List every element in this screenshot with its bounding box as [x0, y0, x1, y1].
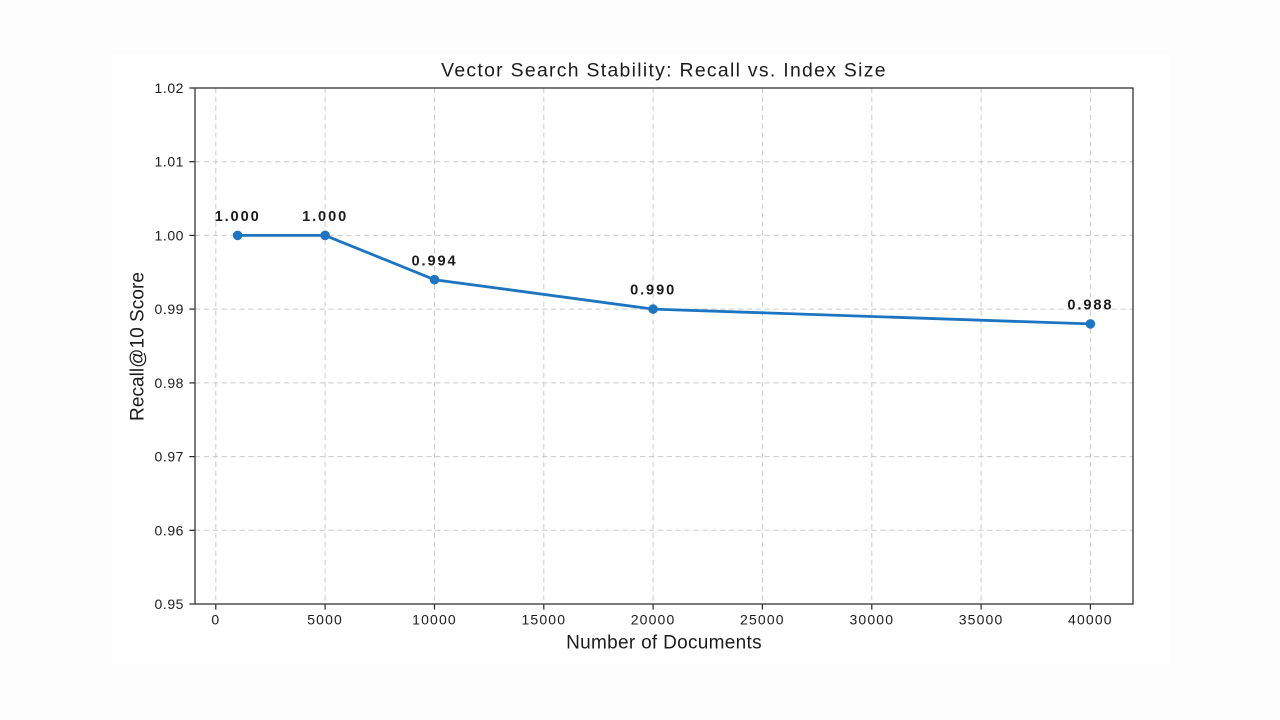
svg-text:15000: 15000 — [521, 612, 566, 628]
svg-text:40000: 40000 — [1068, 612, 1113, 628]
svg-text:0: 0 — [211, 612, 220, 628]
svg-text:0.988: 0.988 — [1067, 298, 1113, 314]
svg-text:20000: 20000 — [631, 612, 676, 628]
svg-text:30000: 30000 — [849, 612, 894, 628]
svg-text:1.02: 1.02 — [155, 80, 184, 96]
svg-text:1.00: 1.00 — [155, 227, 184, 243]
svg-text:0.99: 0.99 — [155, 301, 184, 317]
svg-text:1.000: 1.000 — [302, 209, 348, 225]
svg-text:0.96: 0.96 — [155, 522, 184, 538]
svg-text:25000: 25000 — [740, 612, 785, 628]
svg-text:0.990: 0.990 — [630, 283, 676, 299]
svg-text:0.994: 0.994 — [411, 253, 457, 269]
svg-text:Vector Search Stability: Recal: Vector Search Stability: Recall vs. Inde… — [441, 59, 887, 81]
svg-text:1.01: 1.01 — [155, 154, 184, 170]
svg-text:Recall@10 Score: Recall@10 Score — [128, 272, 149, 421]
svg-text:10000: 10000 — [412, 612, 457, 628]
svg-text:0.98: 0.98 — [155, 375, 184, 391]
svg-text:0.97: 0.97 — [155, 449, 184, 465]
svg-text:0.95: 0.95 — [155, 596, 184, 612]
svg-text:35000: 35000 — [959, 612, 1004, 628]
svg-text:Number of Documents: Number of Documents — [566, 633, 762, 654]
svg-text:5000: 5000 — [307, 612, 343, 628]
svg-text:1.000: 1.000 — [215, 209, 261, 225]
